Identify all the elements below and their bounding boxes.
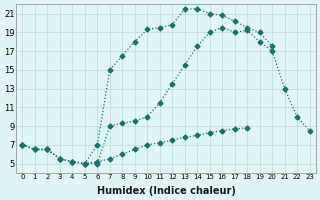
- X-axis label: Humidex (Indice chaleur): Humidex (Indice chaleur): [97, 186, 236, 196]
